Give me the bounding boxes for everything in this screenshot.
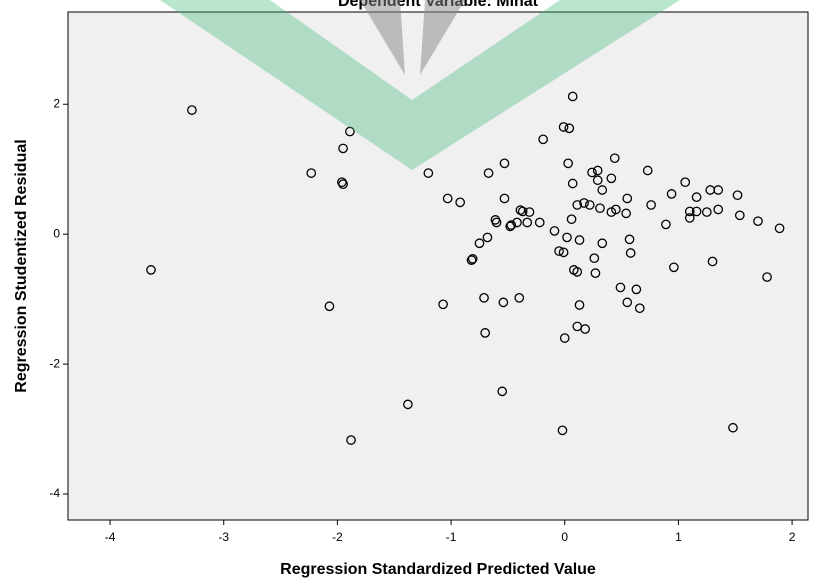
y-tick-label: -2 [49, 356, 60, 370]
x-tick-label: 1 [675, 530, 682, 544]
y-tick-label: 0 [53, 226, 60, 240]
y-tick-label: 2 [53, 96, 60, 110]
chart: Dependent Variable: Minat Regression Sta… [0, 0, 819, 582]
x-tick-label: -4 [105, 530, 116, 544]
x-axis-label: Regression Standardized Predicted Value [280, 561, 596, 578]
y-axis-label: Regression Studentized Residual [13, 139, 30, 392]
y-tick-label: -4 [49, 486, 60, 500]
x-tick-label: -3 [218, 530, 229, 544]
x-tick-label: -1 [446, 530, 457, 544]
x-tick-label: 0 [561, 530, 568, 544]
x-tick-label: -2 [332, 530, 343, 544]
x-tick-label: 2 [789, 530, 796, 544]
